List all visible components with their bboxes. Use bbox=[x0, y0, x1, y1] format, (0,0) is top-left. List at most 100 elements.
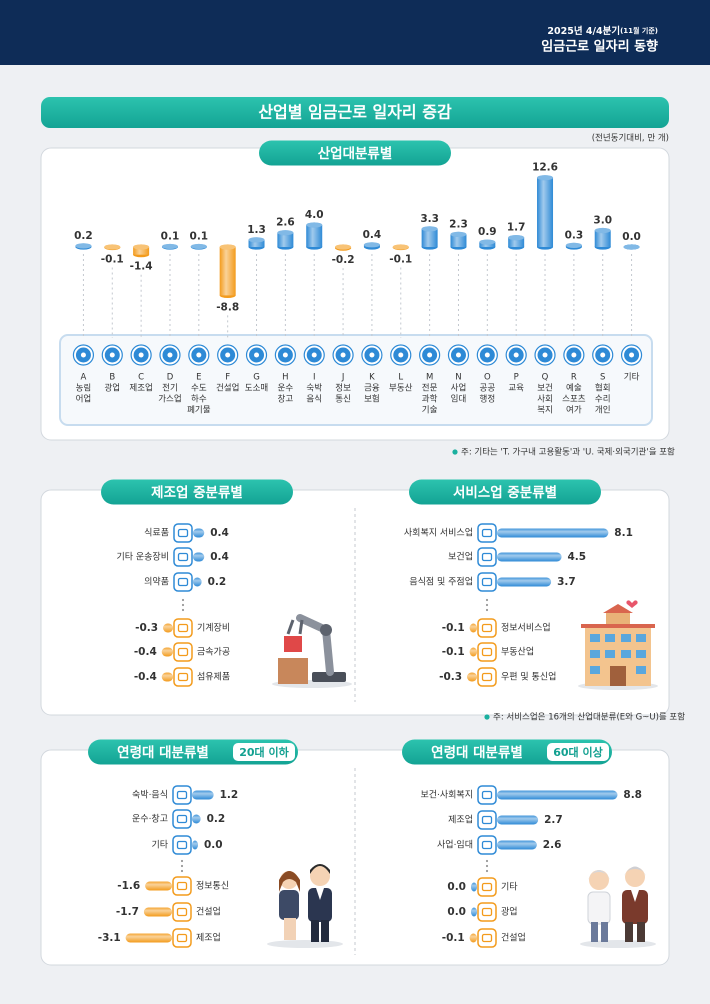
bar-cap-shine bbox=[392, 244, 409, 250]
bar-cap bbox=[392, 244, 409, 250]
category-label: 교육 bbox=[508, 384, 524, 394]
value-label: 1.7 bbox=[507, 222, 526, 234]
category-code: E bbox=[196, 373, 201, 383]
category-label: 폐기물 bbox=[187, 405, 211, 416]
ellipsis-dot bbox=[181, 598, 185, 602]
icon-glyph bbox=[481, 672, 493, 682]
category-code: L bbox=[398, 373, 403, 383]
value-label: 8.8 bbox=[623, 789, 642, 801]
note-bullet bbox=[484, 714, 490, 720]
category-label: 광업 bbox=[501, 906, 518, 918]
category-code: N bbox=[455, 373, 461, 383]
bar-cap-shine bbox=[104, 244, 121, 250]
value-label: 0.0 bbox=[204, 839, 223, 851]
bar-cap bbox=[537, 175, 554, 181]
bar-cap bbox=[450, 231, 467, 237]
category-label: 임대 bbox=[451, 394, 467, 405]
icon-glyph bbox=[481, 528, 493, 538]
bar-cap bbox=[335, 244, 352, 250]
category-label: 건설업 bbox=[216, 383, 239, 394]
bar-cap-shine bbox=[537, 175, 554, 181]
bar-cap bbox=[133, 244, 150, 250]
value-label: 3.7 bbox=[557, 576, 576, 588]
value-label: 2.7 bbox=[544, 814, 563, 826]
icon-glyph bbox=[369, 352, 375, 358]
category-label: 건설업 bbox=[501, 933, 526, 944]
icon-glyph bbox=[282, 352, 288, 358]
icon-glyph bbox=[542, 352, 548, 358]
category-code: F bbox=[225, 373, 230, 383]
icon-glyph bbox=[254, 352, 260, 358]
icon-glyph bbox=[167, 352, 173, 358]
tab-title: 연령대 대분류별 bbox=[431, 745, 523, 761]
bar-cap-shine bbox=[161, 243, 178, 250]
bar-highlight bbox=[594, 230, 611, 247]
value-label: -8.8 bbox=[216, 301, 239, 313]
category-label: 여가 bbox=[566, 405, 582, 416]
page-title: 산업별 임금근로 일자리 증감 bbox=[258, 103, 452, 122]
tab-title: 산업대분류별 bbox=[318, 145, 393, 162]
bar-highlight bbox=[163, 623, 173, 633]
value-label: 0.0 bbox=[447, 906, 466, 918]
bar-cap-shine bbox=[277, 230, 294, 236]
period-note: (11월 기준) bbox=[620, 26, 658, 35]
value-label: 0.2 bbox=[208, 576, 227, 588]
category-label: 사회복지 서비스업 bbox=[404, 528, 473, 539]
category-label: 보험 bbox=[364, 395, 380, 405]
category-label: 금속가공 bbox=[197, 647, 230, 658]
category-code: B bbox=[109, 373, 115, 383]
bar-highlight bbox=[193, 552, 205, 562]
category-label: 숙박·음식 bbox=[132, 790, 168, 801]
badge-text: 60대 이상 bbox=[553, 745, 603, 759]
bar-cap-shine bbox=[479, 239, 496, 245]
ellipsis-dot bbox=[181, 603, 185, 607]
icon-glyph bbox=[225, 352, 231, 358]
icon-glyph bbox=[176, 790, 188, 800]
icon bbox=[477, 547, 497, 567]
bar-cap-shine bbox=[75, 243, 92, 249]
bar-cap bbox=[565, 242, 582, 248]
ellipsis-dot bbox=[485, 864, 489, 868]
bar-highlight bbox=[219, 247, 236, 296]
bar-highlight bbox=[277, 232, 294, 247]
icon bbox=[477, 928, 497, 948]
value-label: 1.2 bbox=[220, 789, 239, 801]
bar-highlight bbox=[469, 647, 477, 657]
category-label: 하수 bbox=[191, 394, 207, 405]
icon-glyph bbox=[177, 623, 189, 633]
value-label: 8.1 bbox=[614, 527, 633, 539]
bar-cap-shine bbox=[421, 226, 438, 232]
icon bbox=[173, 572, 193, 592]
icon bbox=[477, 618, 497, 638]
value-label: -1.7 bbox=[116, 906, 139, 918]
icon bbox=[477, 523, 497, 543]
bar-cap-shine bbox=[594, 227, 611, 234]
ellipsis-dot bbox=[485, 598, 489, 602]
bar-highlight bbox=[471, 907, 477, 917]
note: 주: 기타는 'T. 가구내 고용활동'과 'U. 국제·외국기관'을 포함 bbox=[461, 447, 675, 458]
category-code: Q bbox=[542, 373, 549, 383]
senior-workers-illustration bbox=[580, 866, 656, 948]
category-label: 스포츠 bbox=[562, 395, 586, 405]
value-label: -0.3 bbox=[439, 671, 462, 683]
value-label: -0.1 bbox=[389, 254, 412, 266]
category-code: R bbox=[571, 373, 577, 383]
icon-glyph bbox=[109, 352, 115, 358]
icon-glyph bbox=[481, 790, 493, 800]
value-label: -0.1 bbox=[442, 932, 465, 944]
icon-glyph bbox=[513, 352, 519, 358]
bar-highlight bbox=[306, 225, 323, 247]
icon-glyph bbox=[176, 840, 188, 850]
value-label: 4.5 bbox=[568, 551, 587, 563]
bar-cap bbox=[421, 226, 438, 232]
category-label: 농림 bbox=[76, 383, 92, 394]
bar-highlight bbox=[145, 881, 172, 891]
ellipsis-dot bbox=[181, 608, 185, 612]
tab-title: 서비스업 중분류별 bbox=[453, 485, 557, 501]
category-label: 섬유제품 bbox=[197, 672, 230, 683]
category-label: 협회 bbox=[595, 383, 611, 394]
bar-cap-shine bbox=[133, 244, 150, 250]
value-label: 2.6 bbox=[276, 217, 295, 229]
bar-highlight bbox=[537, 177, 554, 247]
value-label: 4.0 bbox=[305, 209, 324, 221]
